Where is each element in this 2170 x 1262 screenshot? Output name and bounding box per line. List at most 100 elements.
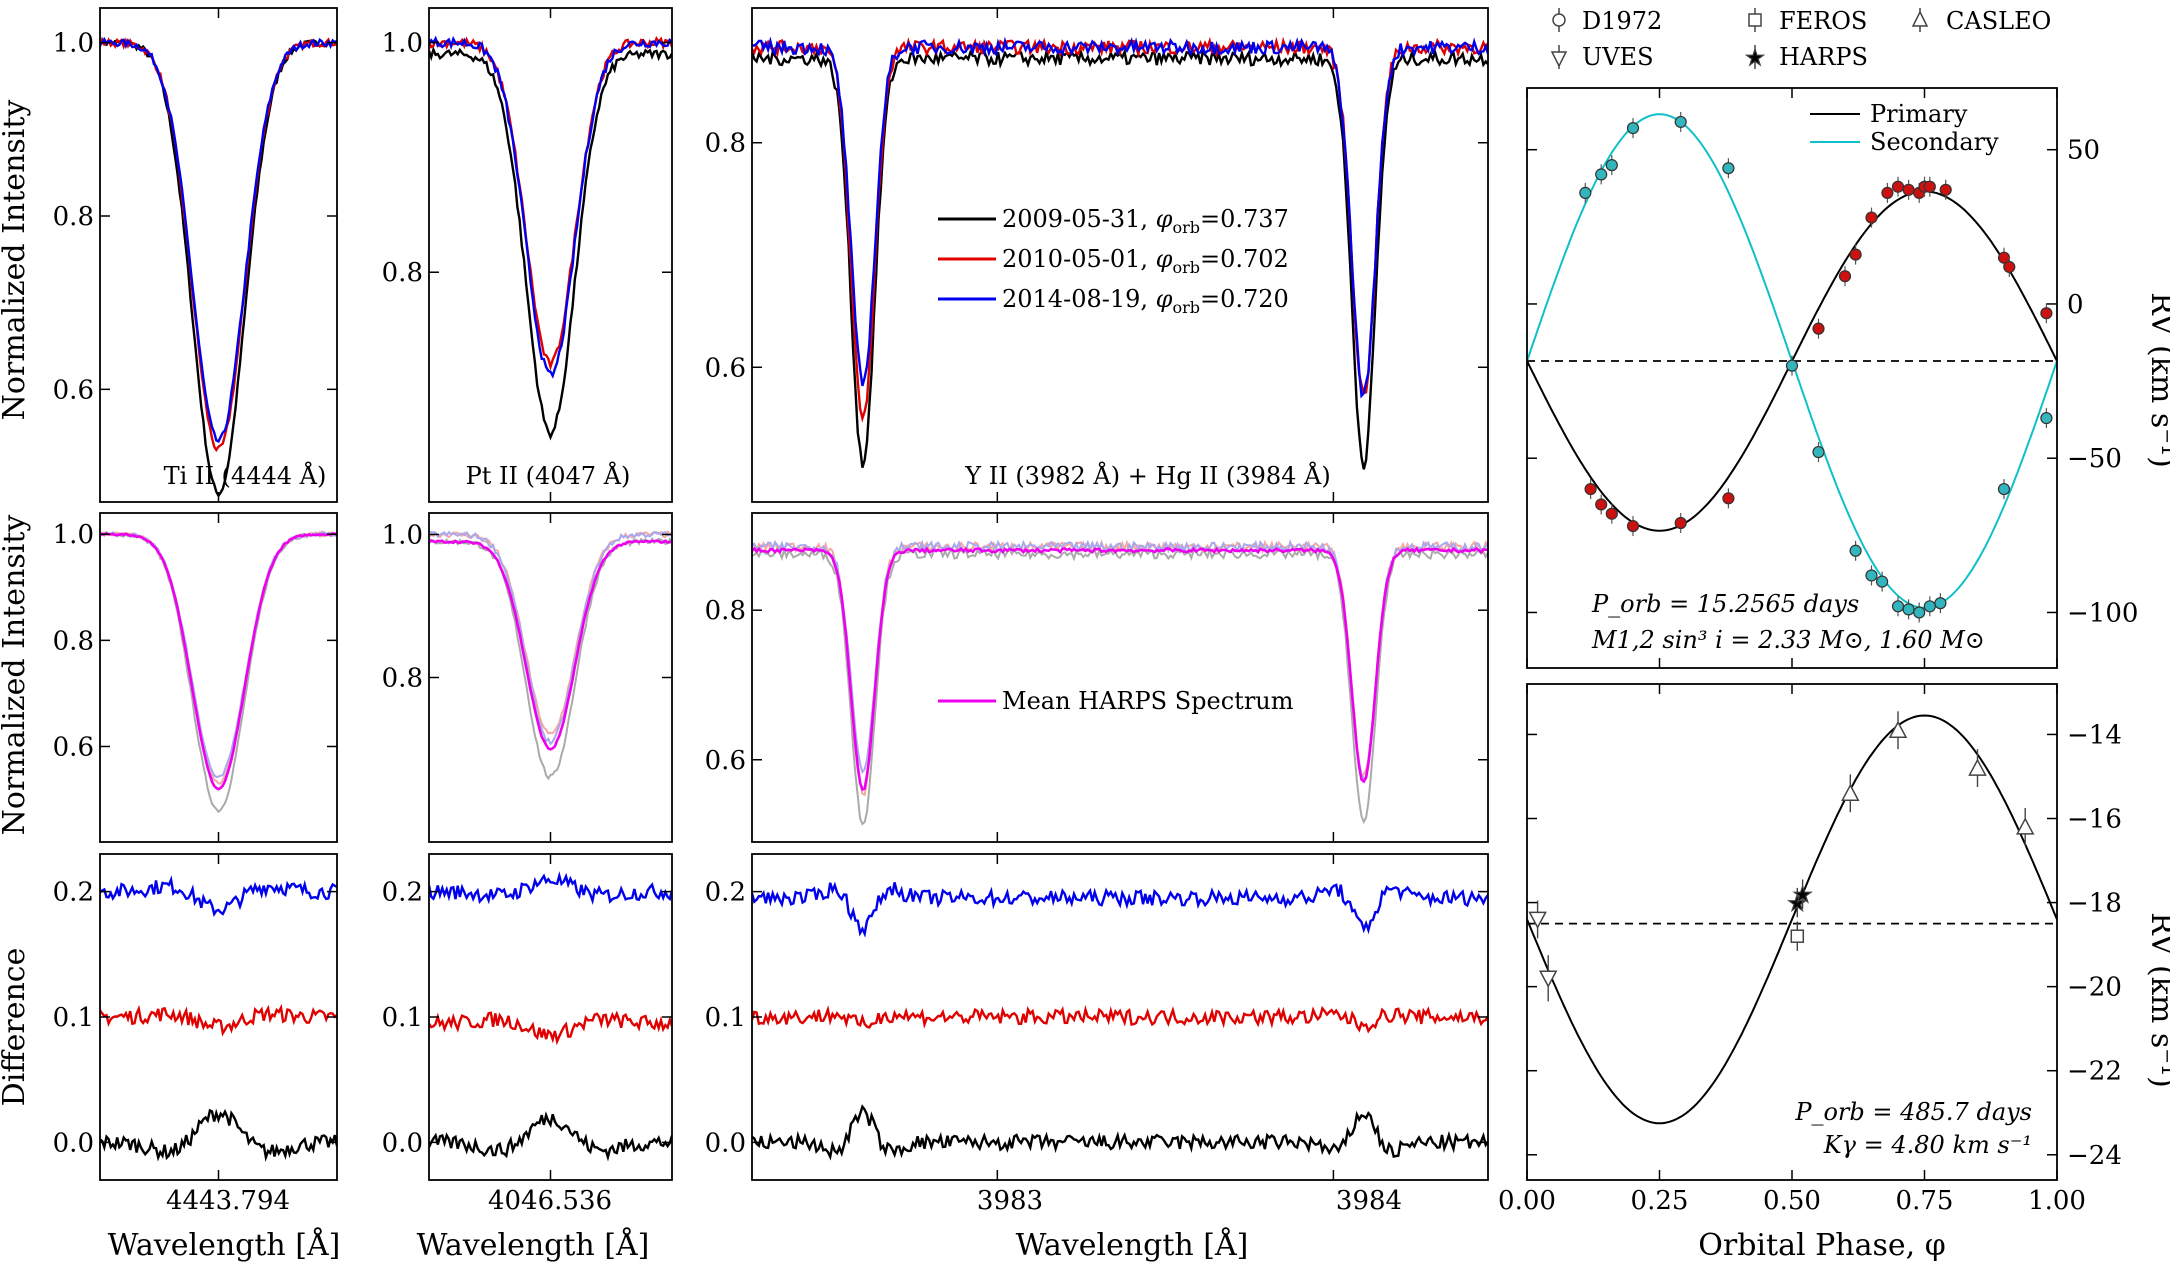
pt-bottom-ytick-label: 0.2 [382,878,423,908]
legend-label-casleo: CASLEO [1946,7,2051,35]
pt-top-panel: 0.8 1.0 [382,7,673,503]
ylabel-bottom: Difference [0,948,32,1107]
legend-label-harps: HARPS [1779,43,1868,71]
pt-mid-ytick-label: 1.0 [382,520,423,550]
gamma-k-annotation: Kγ = 4.80 km s⁻¹ [1823,1131,2032,1159]
square-marker-icon [1748,13,1762,27]
rv-ylabel-top: RV (km s⁻¹) [2144,292,2170,468]
secondary-rv-point [1902,603,1915,616]
legend-label-uves: UVES [1582,43,1654,71]
primary-rv-point [1865,211,1878,224]
pt-difference-1 [429,1010,672,1046]
secondary-rv-point [1997,482,2011,496]
ti-mid-frame [99,512,338,843]
primary-rv-point [1939,183,1952,196]
triangle-down-marker-icon [1550,51,1568,68]
legend-uves: UVES [1550,43,1654,71]
gamma-point-harps: ★ [1793,883,1813,908]
xlabel-pt: Wavelength [Å] [417,1227,650,1262]
pt-difference-0 [429,871,672,906]
xtick-pt: 4046.536 [488,1186,612,1216]
ti-top-ytick-label: 0.6 [53,375,94,405]
ti-spectrum-2010-05-01 [100,37,337,453]
secondary-rv-point [1812,445,1825,459]
primary-rv-point [1902,183,1915,196]
primary-rv-point [1595,498,1608,511]
legend-d1972: D1972 [1552,7,1662,35]
rv_gamma-ytick-label: −20 [2067,973,2122,1003]
ti-mid-panel: 0.6 0.8 1.0 [53,512,338,843]
phase-xtick-label: 0.25 [1631,1186,1689,1216]
pt-top-frame [428,7,673,503]
legend-label-secondary: Secondary [1870,128,1999,156]
yhg-spectrum-2014-08-19 [752,36,1488,399]
legend-harps: ★ HARPS [1745,43,1868,72]
secondary-rv-point [1875,575,1889,588]
ti-difference-0 [100,875,337,917]
xtick-ti: 4443.794 [166,1186,290,1216]
gamma-point-uves [1528,911,1547,929]
ti-faded-spectrum-2 [100,530,337,779]
ylabel-mid: Normalized Intensity [0,515,32,836]
rv_orbit-ytick-label: −50 [2067,444,2122,474]
ti-bottom-ytick-label: 0.2 [53,878,94,908]
pt-spectrum-2009-05-31 [429,46,672,441]
xlabel-ti: Wavelength [Å] [108,1227,341,1262]
pt-mid-panel: 0.8 1.0 [382,512,673,843]
ti-bottom-ytick-label: 0.1 [53,1003,94,1033]
ti-difference-2 [100,1108,337,1162]
xtick-yhg-1: 3984 [1336,1186,1402,1216]
yhg-difference-0 [752,881,1488,938]
ti-spectrum-2014-08-19 [100,36,337,443]
triangle-up-marker-icon [1911,10,1929,27]
yhg-difference-1 [752,1004,1488,1034]
secondary-rv-point [1865,569,1878,582]
yhg-top-ytick-label: 0.6 [705,353,746,383]
ti-top-frame [99,7,338,503]
phase-xtick-label: 0.00 [1498,1186,1556,1216]
yhg-mid-ytick-label: 0.8 [705,596,746,626]
title-yhg: Y II (3982 Å) + Hg II (3984 Å) [964,461,1330,490]
primary-rv-point [1722,492,1735,505]
instrument-legend: D1972 FEROS CASLEO UVES ★ HARPS [1550,7,2051,72]
gamma-point-casleo [1888,720,1908,738]
yhg-bottom-panel: 0.0 0.1 0.2 [705,853,1489,1181]
gamma-period-annotation: P_orb = 485.7 days [1794,1098,2032,1126]
legend-label-mean: Mean HARPS Spectrum [1002,687,1294,715]
ti-top-ytick-label: 1.0 [53,29,94,59]
pt-spectrum-2010-05-01 [429,36,672,372]
ti-faded-spectrum-0 [100,530,337,814]
ti-spectrum-2009-05-31 [100,36,337,498]
orbit-mass-annotation: M1,2 sin³ i = 2.33 M⊙, 1.60 M⊙ [1591,626,1985,654]
primary-rv-point [1626,519,1640,533]
ti-mean-spectrum [100,531,337,791]
primary-rv-point [1849,248,1862,261]
primary-rv-point [1674,516,1687,530]
primary-rv-point [2003,260,2016,274]
ti-top-ytick-label: 0.8 [53,202,94,232]
rv_orbit-ytick-label: 0 [2067,290,2084,320]
orbit-period-annotation: P_orb = 15.2565 days [1591,590,1859,618]
secondary-rv-point [1605,159,1618,172]
yhg-bottom-ytick-label: 0.2 [705,878,746,908]
legend-label-2010: 2010-05-01, φorb=0.702 [1002,245,1289,277]
secondary-rv-point [1891,600,1905,613]
secondary-rv-point [1913,606,1926,619]
yhg-difference-2 [752,1104,1488,1161]
phase-xlabel: Orbital Phase, φ [1698,1228,1945,1262]
pt-bottom-ytick-label: 0.0 [382,1128,423,1158]
rv_orbit-ytick-label: 50 [2067,136,2100,166]
ti-bottom-panel: 0.0 0.1 0.2 [53,853,338,1181]
pt-mid-ytick-label: 0.8 [382,664,423,694]
gamma-model-curve [1527,714,2057,1125]
rv_gamma-ytick-label: −24 [2067,1141,2122,1171]
gamma-point-casleo [1968,758,1987,776]
legend-label-feros: FEROS [1779,7,1867,35]
mean-legend: Mean HARPS Spectrum [938,687,1294,715]
xtick-yhg-0: 3983 [977,1186,1043,1216]
primary-rv-point [1584,482,1597,496]
ylabel-top: Normalized Intensity [0,100,32,421]
star-marker-icon: ★ [1745,46,1765,71]
secondary-rv-point [1785,359,1799,372]
primary-rv-point [1923,180,1936,193]
